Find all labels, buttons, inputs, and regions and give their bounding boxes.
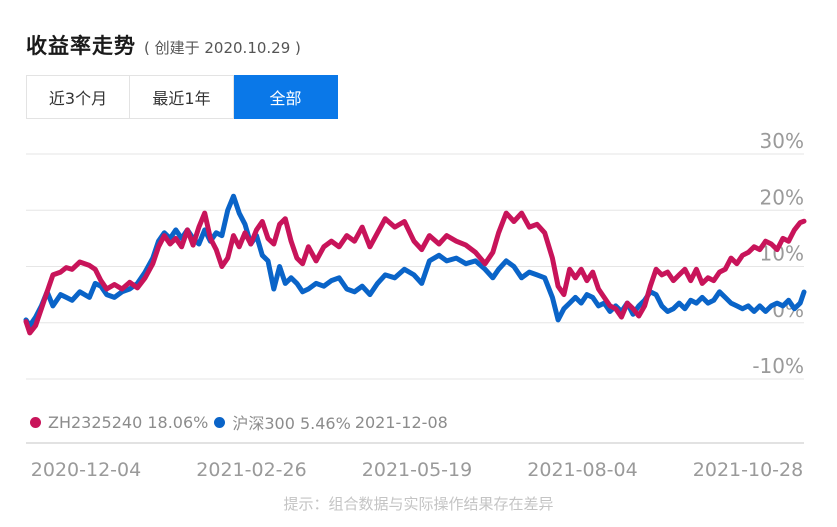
range-tabs: 近3个月 最近1年 全部 <box>26 75 338 119</box>
page-title: 收益率走势 <box>26 34 136 58</box>
legend-date: 2021-12-08 <box>354 412 448 432</box>
x-tick-label: 2021-05-19 <box>362 459 472 481</box>
created-date: ( 创建于 2020.10.29 ) <box>144 39 301 57</box>
y-tick-label: -10% <box>752 354 804 378</box>
y-tick-label: 20% <box>760 185 804 209</box>
series1-dot-icon <box>30 416 41 428</box>
legend-item-series1: ZH2325240 18.06% <box>30 413 208 432</box>
legend-item-series2: 沪深300 5.46% 2021-12-08 <box>214 410 448 434</box>
x-tick-label: 2021-10-28 <box>693 459 803 481</box>
chart-legend: ZH2325240 18.06% 沪深300 5.46% 2021-12-08 <box>30 410 454 434</box>
tab-1-year[interactable]: 最近1年 <box>130 75 234 119</box>
x-tick-label: 2021-08-04 <box>527 459 637 481</box>
y-tick-label: 30% <box>760 129 804 153</box>
tab-3-months[interactable]: 近3个月 <box>26 75 130 119</box>
series2-dot-icon <box>214 416 226 428</box>
x-tick-label: 2020-12-04 <box>31 459 141 481</box>
legend-series2-label: 沪深300 5.46% <box>232 414 351 433</box>
chart-header: 收益率走势 ( 创建于 2020.10.29 ) <box>26 30 301 60</box>
tab-all[interactable]: 全部 <box>234 75 338 119</box>
disclaimer-note: 提示：组合数据与实际操作结果存在差异 <box>283 495 554 513</box>
legend-series1-label: ZH2325240 18.06% <box>48 412 209 432</box>
x-tick-label: 2021-02-26 <box>196 459 306 481</box>
series-line-hs300 <box>23 193 807 329</box>
series-line-zh2325240 <box>23 210 807 336</box>
